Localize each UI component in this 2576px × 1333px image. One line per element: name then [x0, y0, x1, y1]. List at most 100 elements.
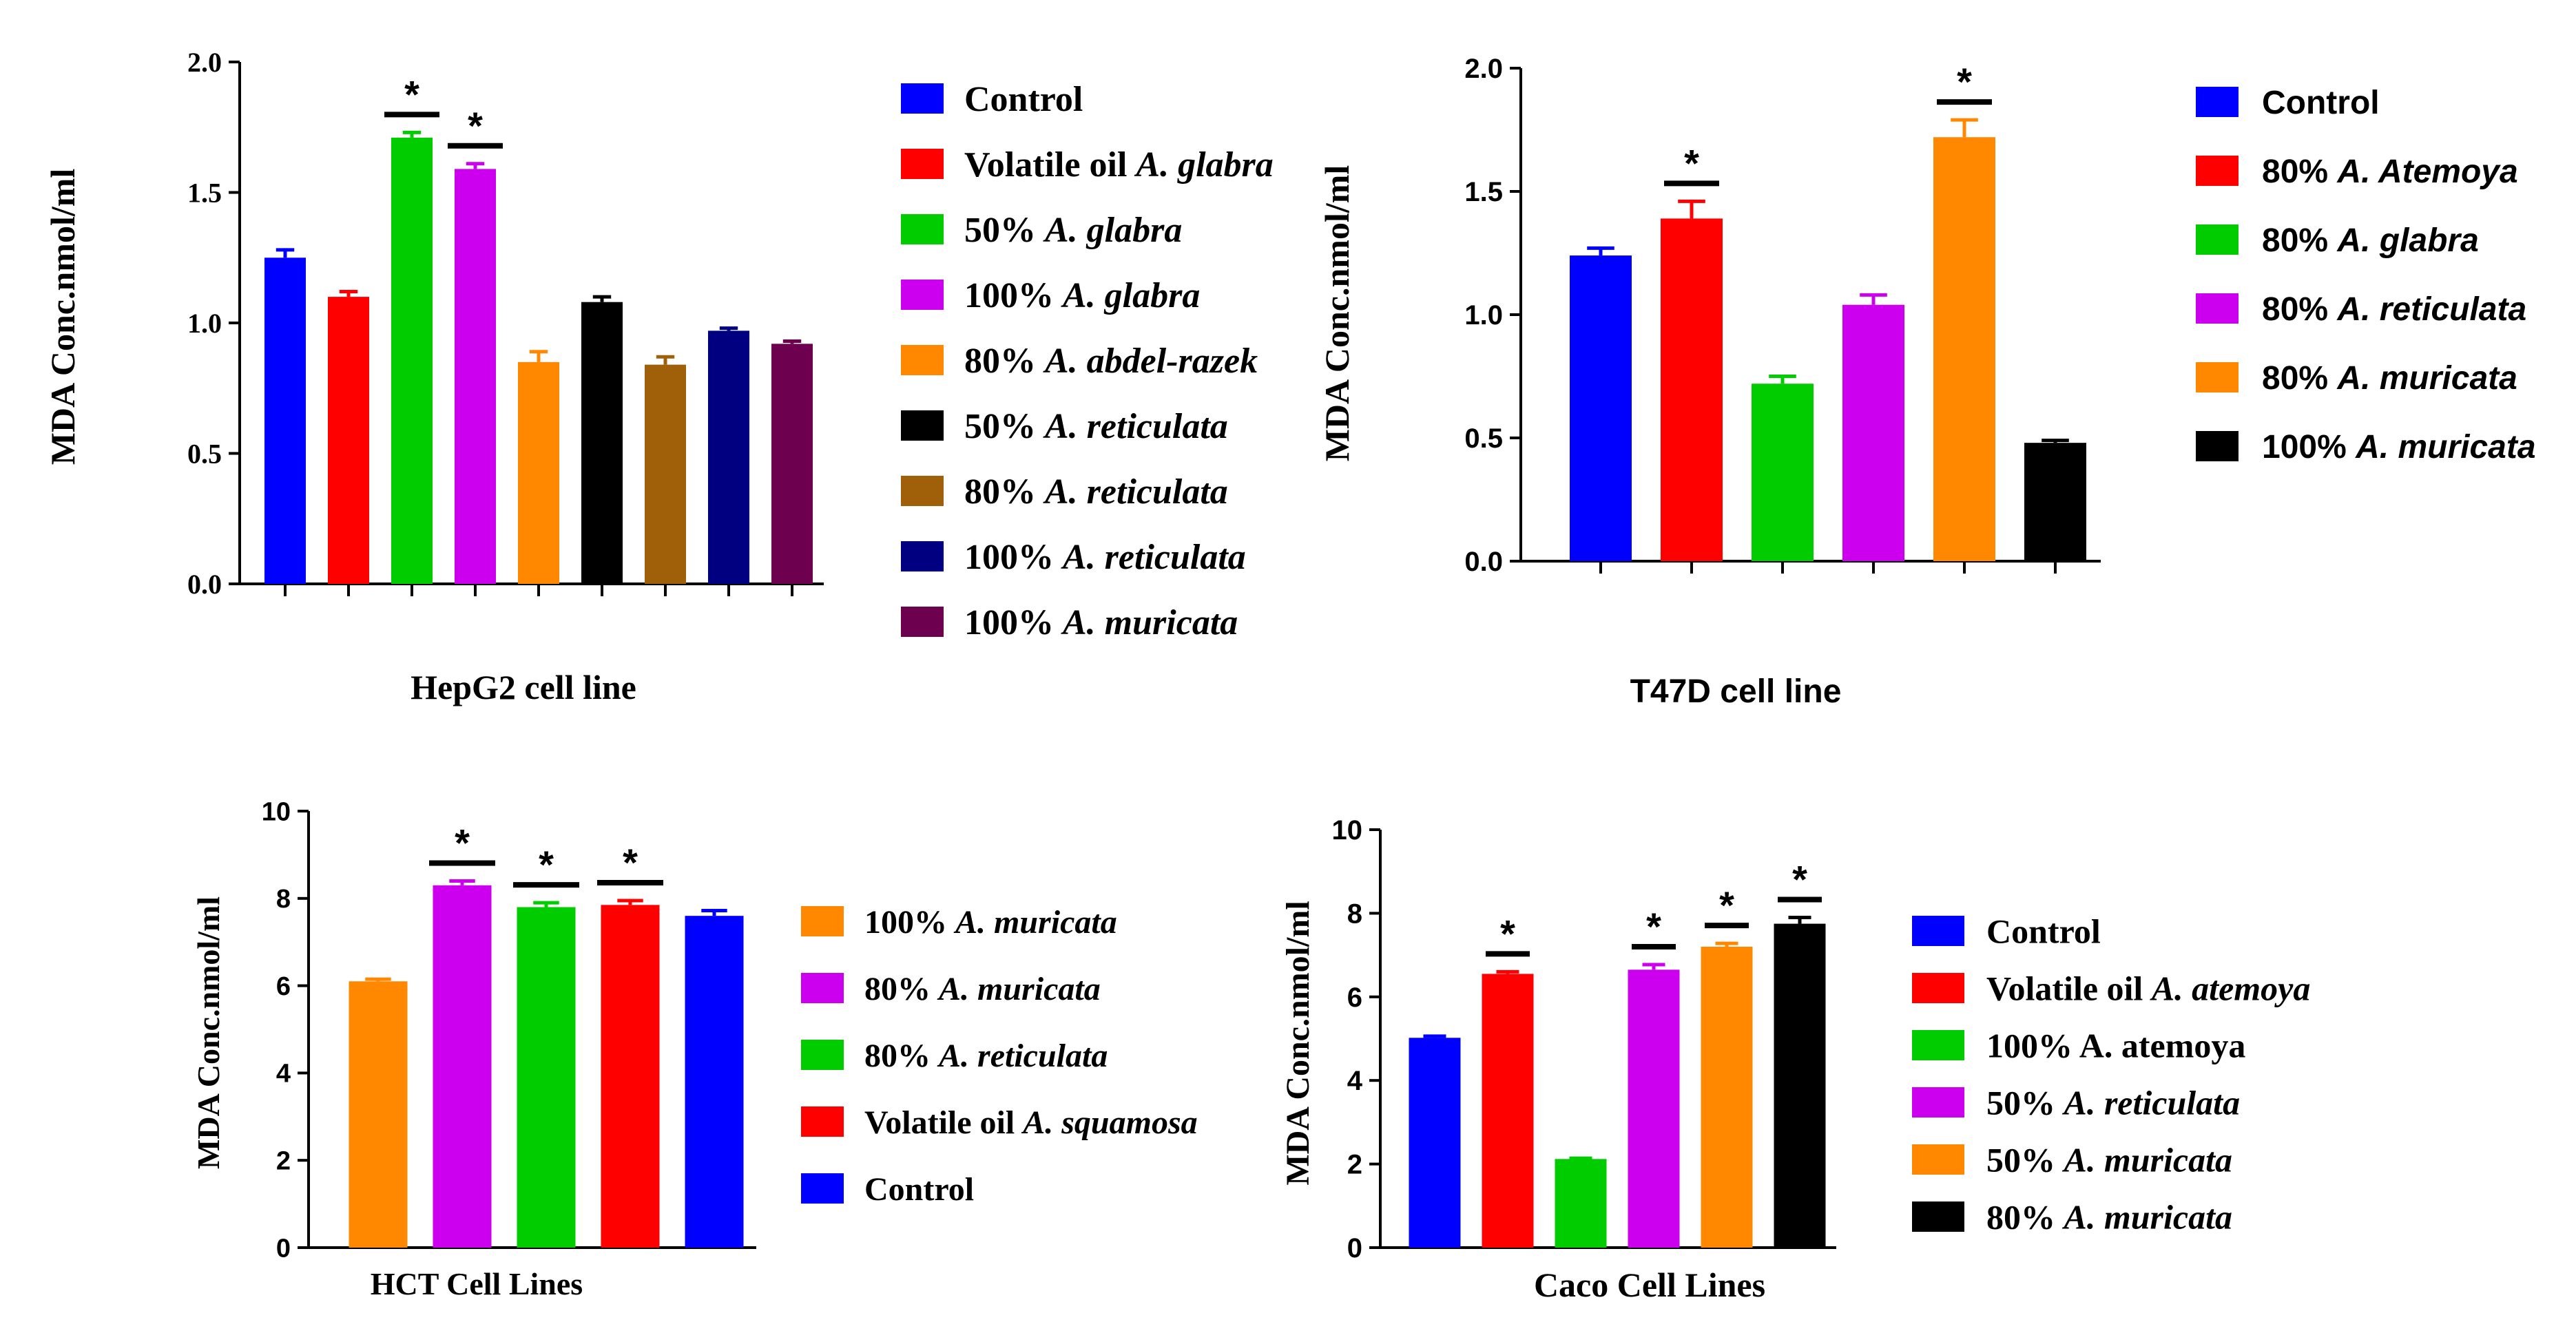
legend-label: 50% A. glabra [964, 211, 1182, 250]
y-tick-label: 4 [276, 1060, 291, 1089]
bar-6: 50% A. reticulata: 1.08 [581, 302, 623, 584]
legend-label-prefix: 80% [2262, 222, 2337, 259]
legend-label-species: A. muricata [2355, 429, 2535, 465]
legend-swatch [2196, 156, 2239, 186]
bar-4: 50% A. reticulata: 6.65 [1628, 969, 1680, 1248]
legend-label: 80% A. reticulata [964, 472, 1228, 512]
y-axis-label: MDA Conc.nmol/ml [1280, 901, 1316, 1185]
significance-asterisk: * [1684, 141, 1699, 185]
legend-label-prefix: Volatile oil [1986, 969, 2152, 1008]
y-tick-label: 0.0 [1464, 547, 1503, 577]
y-tick-label: 1.0 [1464, 300, 1503, 330]
bar-6: 100% A. muricata: 0.48 [2024, 443, 2086, 561]
legend-swatch [901, 280, 944, 310]
y-tick-label: 0.5 [1464, 423, 1503, 454]
legend-swatch [901, 607, 944, 637]
bar-7: 80% A. reticulata: 0.84 [645, 364, 686, 584]
legend-label-species: A. reticulata [1061, 538, 1246, 577]
legend-label-prefix: 50% [1986, 1084, 2064, 1122]
y-tick-label: 2.0 [187, 47, 222, 78]
bar-9: 100% A. muricata: 0.92 [771, 344, 813, 584]
legend-label-prefix: 100% A. atemoya [1986, 1027, 2245, 1065]
y-tick-label: 0 [1347, 1233, 1362, 1263]
significance-asterisk: * [1500, 912, 1515, 955]
y-tick-label: 0.5 [187, 439, 222, 470]
legend-label: Control [1986, 912, 2101, 951]
legend-label-prefix: 100% [964, 603, 1063, 642]
legend-label-species: A. muricata [2062, 1198, 2232, 1237]
significance-asterisk: * [1719, 883, 1734, 927]
bar-1: Control: 1.24 [1570, 255, 1632, 561]
legend-swatch [1912, 1030, 1964, 1060]
legend-label: 50% A. reticulata [1986, 1084, 2240, 1122]
legend-label-prefix: 50% [964, 211, 1045, 250]
significance-asterisk: * [468, 104, 483, 147]
y-tick-label: 8 [276, 885, 291, 914]
y-tick-label: 0 [276, 1234, 291, 1263]
legend-label-prefix: Control [864, 1171, 974, 1208]
legend-label: 80% A. muricata [2262, 360, 2517, 397]
legend: Control Volatile oil A. atemoya 100% A. at… [1912, 912, 2310, 1237]
legend-swatch [801, 1173, 844, 1204]
legend-label-species: A. Atemoya [2336, 154, 2517, 190]
bar-1: 100% A. muricata: 6.1 [349, 981, 408, 1248]
legend-swatch [801, 906, 844, 936]
legend-label-species: A. muricata [937, 971, 1101, 1007]
bar-1: Control: 5.02 [1409, 1038, 1461, 1248]
significance-asterisk: * [1957, 60, 1972, 103]
y-tick-label: 1.0 [187, 308, 222, 339]
bar-4: 80% A. reticulata: 1.04 [1842, 304, 1904, 561]
legend-label-species: A. squamosa [1021, 1104, 1197, 1141]
bar-5: 50% A. muricata: 7.2 [1701, 946, 1753, 1248]
legend-label-prefix: 80% [2262, 154, 2337, 190]
legend-swatch [1912, 973, 1964, 1003]
bar-1: Control: 1.25 [264, 258, 306, 584]
legend-label-species: A. glabra [1061, 276, 1200, 315]
legend-label: 80% A. Atemoya [2262, 154, 2518, 190]
legend-label-species: A. muricata [953, 904, 1117, 941]
legend-swatch [901, 149, 944, 179]
y-tick-label: 10 [262, 797, 291, 826]
bar-2: 80% A. Atemoya: 1.39 [1661, 218, 1723, 561]
legend-label-prefix: 80% [864, 1038, 939, 1074]
legend-label: Volatile oil A. atemoya [1986, 969, 2310, 1008]
bar-3: 80% A. reticulata: 7.8 [517, 907, 576, 1248]
significance-asterisk: * [404, 72, 419, 116]
y-axis-label: MDA Conc.nmol/ml [191, 896, 226, 1169]
y-tick-label: 10 [1332, 815, 1363, 846]
legend-label-prefix: 80% [2262, 291, 2337, 328]
legend-label-species: A. reticulata [2336, 291, 2526, 328]
legend-label-prefix: Control [964, 80, 1083, 119]
legend-label: Volatile oil A. squamosa [864, 1104, 1198, 1141]
legend-swatch [901, 83, 944, 114]
y-tick-label: 2 [1347, 1150, 1362, 1180]
legend-label: 50% A. reticulata [964, 407, 1228, 446]
bar-4: Volatile oil A. squamosa: 7.85 [601, 905, 660, 1248]
chart-hct: 0 2 4 6 8 10 MDA Conc.nmol/ml 100% A. muricata:… [191, 797, 1198, 1301]
legend-swatch [2196, 224, 2239, 255]
legend-label: 50% A. muricata [1986, 1141, 2232, 1179]
x-axis-label: Caco Cell Lines [1534, 1266, 1765, 1304]
legend-label-species: A. reticulata [937, 1038, 1108, 1074]
legend-label-prefix: Volatile oil [964, 145, 1136, 185]
legend-swatch [1912, 916, 1964, 946]
legend-label: 80% A. muricata [864, 971, 1101, 1007]
legend-swatch [801, 1106, 844, 1137]
legend-swatch [801, 1040, 844, 1070]
legend-swatch [801, 973, 844, 1003]
legend-label-prefix: 100% [864, 904, 955, 941]
bar-5: 80% A. abdel-razek: 0.85 [518, 361, 559, 584]
legend-label: 100% A. glabra [964, 276, 1200, 315]
legend: Control Volatile oil A. glabra 50% A. glab… [901, 80, 1274, 642]
legend-label: 100% A. muricata [2262, 429, 2536, 465]
legend-label-species: A. muricata [2062, 1141, 2232, 1179]
legend-label-species: A. glabra [2336, 222, 2478, 259]
legend-label-prefix: 80% [964, 472, 1045, 512]
legend-label-species: A. glabra [1134, 145, 1273, 185]
legend-label: 80% A. glabra [2262, 222, 2479, 259]
legend-label: 80% A. reticulata [864, 1038, 1108, 1074]
legend-label-prefix: Control [1986, 912, 2101, 951]
legend-label: Control [2262, 85, 2380, 121]
legend-label: 80% A. abdel-razek [964, 342, 1258, 381]
